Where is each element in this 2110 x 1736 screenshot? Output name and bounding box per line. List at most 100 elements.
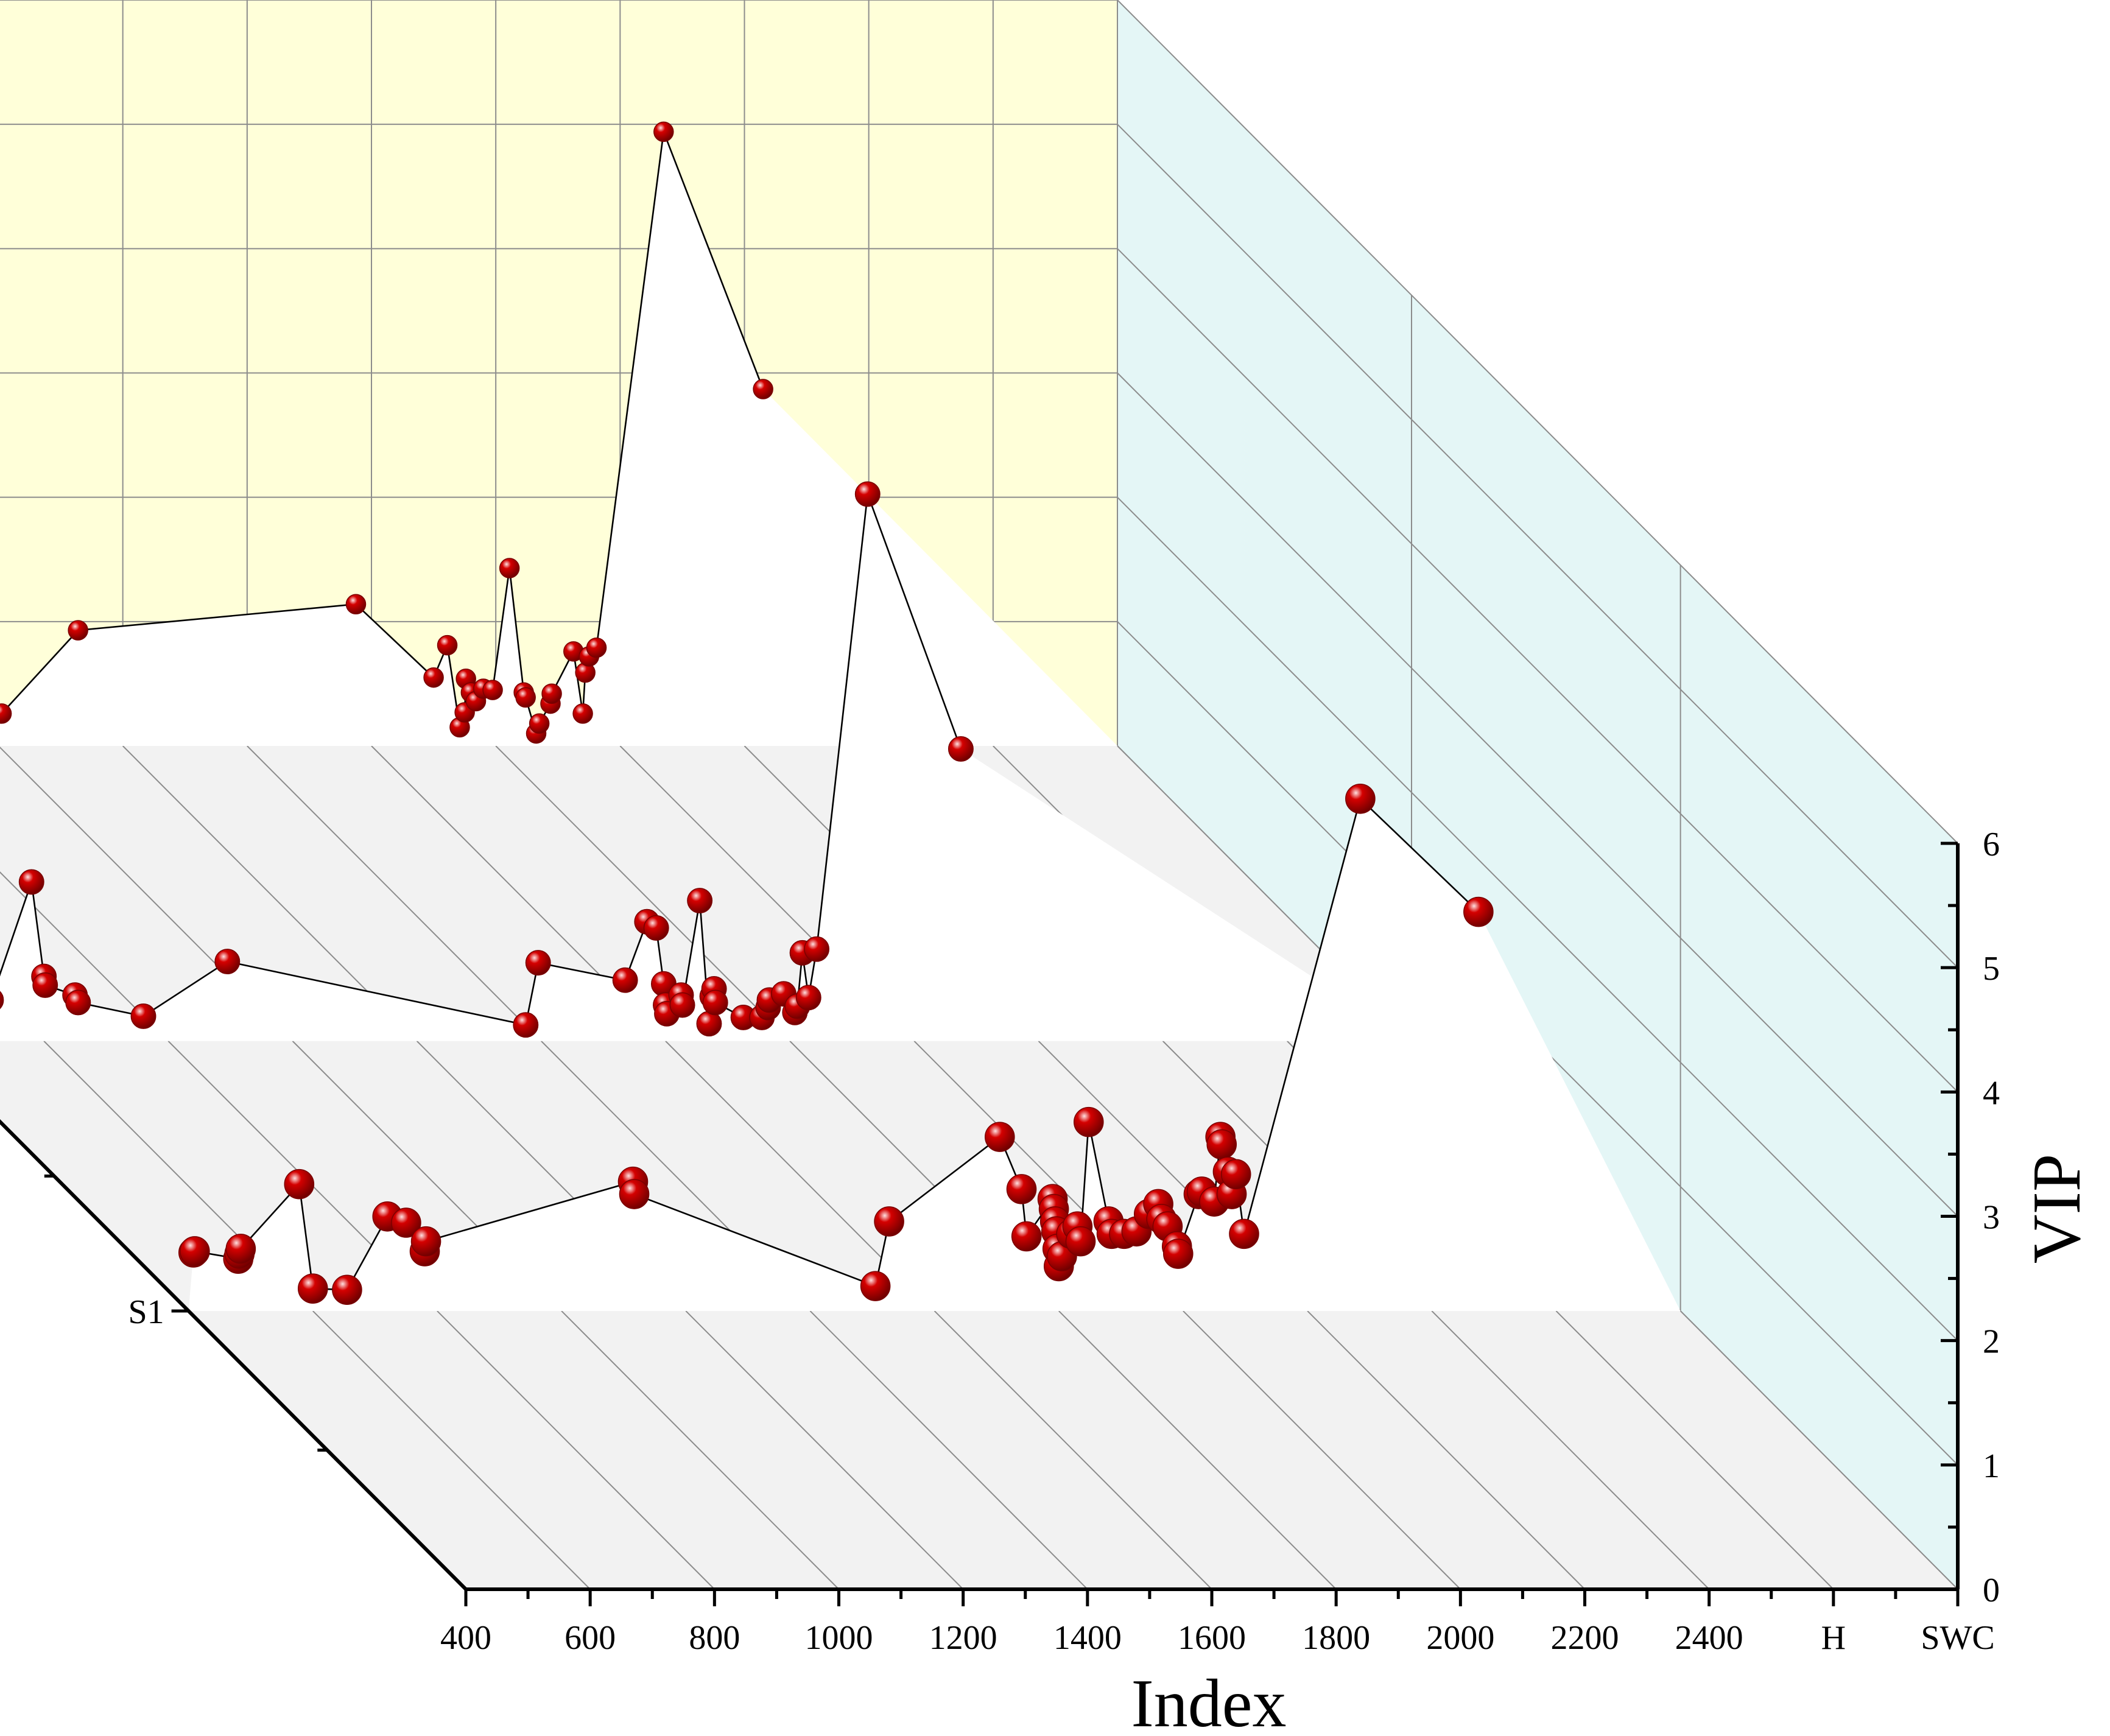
data-point-S1 [1006, 1174, 1037, 1204]
x-tick-label: 1800 [1302, 1619, 1370, 1657]
x-tick-label: 2200 [1551, 1619, 1619, 1657]
floor-grid-line [1555, 1310, 1834, 1590]
series-ribbon-S2 [0, 494, 1412, 1041]
data-point-S1 [391, 1207, 421, 1238]
y-tick-label: 4 [1983, 1074, 2000, 1112]
data-point-S2 [643, 915, 669, 941]
side-grid-line [1117, 0, 1958, 844]
floor-grid-line [809, 1310, 1088, 1590]
data-point-S2 [65, 989, 91, 1016]
floor-grid-line [685, 1310, 964, 1590]
data-point-S2 [513, 1012, 539, 1038]
series-S2 [0, 481, 1412, 1041]
x-tick-label: 1600 [1178, 1619, 1246, 1657]
data-point-S1 [1011, 1221, 1042, 1252]
y-tick-label: 0 [1983, 1572, 2000, 1609]
floor-grid-line [1058, 1310, 1337, 1590]
data-point-S2 [0, 991, 4, 1010]
data-point-S3 [753, 379, 773, 399]
data-point-S1 [874, 1206, 904, 1237]
x-tick-label: H [1821, 1619, 1846, 1657]
depth-tick-label: S1 [128, 1293, 164, 1331]
floor-grid-line [247, 745, 542, 1042]
data-point-S1 [1229, 1218, 1259, 1249]
floor-grid-line [1431, 1310, 1710, 1590]
data-point-S3 [482, 680, 503, 700]
data-point-S1 [180, 1236, 210, 1267]
side-grid-line [1117, 372, 1958, 1217]
floor-S1 [188, 1310, 1958, 1590]
x-tick-label: 600 [564, 1619, 616, 1657]
data-point-S3 [541, 683, 562, 704]
data-point-S1 [284, 1168, 315, 1200]
data-point-S2 [32, 972, 58, 998]
data-point-S1 [1206, 1129, 1237, 1160]
data-point-S1 [225, 1234, 256, 1264]
series-ribbon-S1 [188, 798, 1681, 1311]
floor-grid-line [0, 871, 169, 1042]
y-tick-label: 1 [1983, 1447, 2000, 1485]
data-point-S3 [529, 713, 550, 734]
side-grid-line [1117, 496, 1958, 1341]
x-tick-label: 2400 [1675, 1619, 1743, 1657]
floor-grid-line [495, 745, 790, 1042]
data-point-S1 [410, 1226, 441, 1257]
data-point-S2 [795, 985, 821, 1011]
data-point-S2 [18, 869, 44, 895]
data-point-S2 [687, 888, 713, 913]
x-tick-label: 2000 [1426, 1619, 1494, 1657]
floor-grid-line [312, 1310, 591, 1590]
data-point-S2 [130, 1003, 156, 1029]
data-point-S1 [984, 1122, 1015, 1152]
data-point-S1 [297, 1273, 328, 1304]
data-point-S1 [1065, 1226, 1096, 1257]
x-tick-label: 800 [689, 1619, 740, 1657]
side-grid-line [1117, 124, 1958, 968]
data-point-S2 [525, 950, 551, 976]
data-point-S1 [860, 1271, 891, 1301]
floor-grid-line [934, 1310, 1212, 1590]
side-grid-line [1117, 248, 1958, 1093]
data-point-S1 [332, 1274, 362, 1306]
data-point-S3 [515, 687, 536, 708]
series-S1 [178, 783, 1681, 1311]
series-ribbon-S3 [0, 132, 1117, 746]
series-S3 [0, 121, 1117, 746]
floor-grid-line [1183, 1310, 1461, 1590]
data-point-S3 [437, 634, 458, 656]
data-point-S2 [702, 989, 728, 1016]
data-point-S2 [214, 949, 241, 975]
floor-grid-line [561, 1310, 840, 1590]
floor-grid-line [437, 1310, 716, 1590]
y-tick-label: 3 [1983, 1199, 2000, 1237]
data-point-S3 [68, 620, 88, 641]
y-axis-title: VIP [2019, 1154, 2095, 1263]
y-tick-label: 5 [1983, 950, 2000, 988]
x-tick-label: 1000 [805, 1619, 873, 1657]
floor-grid-line [1307, 1310, 1586, 1590]
data-point-S3 [572, 703, 593, 724]
y-tick-label: 6 [1983, 826, 2000, 863]
data-point-S3 [345, 594, 367, 614]
floor-grid-line [1679, 1310, 1958, 1590]
data-point-S3 [423, 667, 444, 688]
data-point-S2 [854, 481, 881, 507]
x-tick-label: 400 [440, 1619, 491, 1657]
data-point-S1 [1073, 1106, 1104, 1137]
data-point-S3 [0, 703, 12, 724]
y-tick-label: 2 [1983, 1323, 2000, 1361]
data-point-S1 [1162, 1239, 1194, 1269]
x-axis-title: Index [1131, 1666, 1286, 1736]
data-point-S1 [1220, 1159, 1251, 1190]
data-point-S2 [669, 992, 695, 1018]
x-tick-label: 1200 [929, 1619, 997, 1657]
axes: 400 600 800 1000 1200 1400 1600 1800 2000 2200 240… [0, 826, 2000, 1657]
data-point-S3 [499, 558, 520, 578]
x-tick-label: SWC [1921, 1619, 1994, 1657]
data-point-S3 [653, 121, 674, 142]
data-point-S1 [1345, 783, 1376, 814]
data-point-S2 [612, 967, 638, 993]
data-point-S1 [1463, 896, 1494, 927]
data-point-S2 [948, 736, 974, 762]
